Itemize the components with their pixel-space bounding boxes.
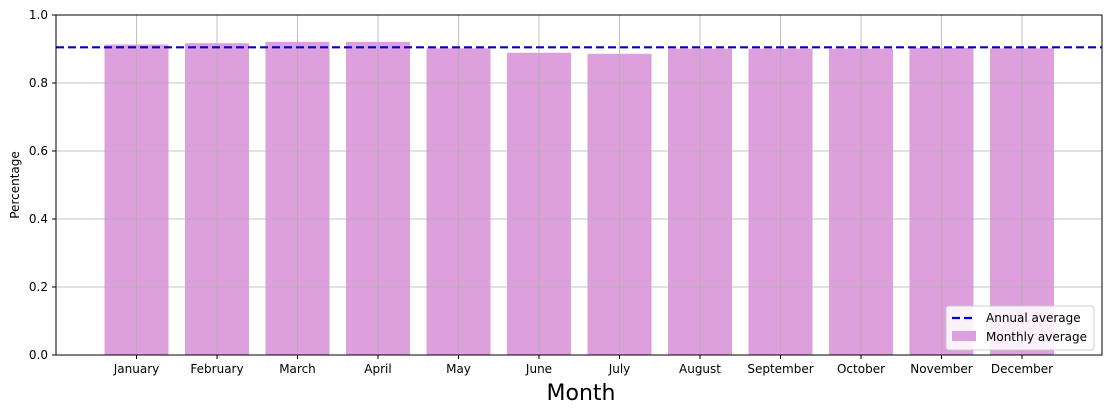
legend-label-monthly-average: Monthly average [986, 330, 1087, 344]
y-axis-title: Percentage [8, 151, 22, 219]
bars [104, 41, 1054, 356]
legend-box [945, 305, 1095, 351]
x-tick-label-november: November [910, 362, 972, 376]
x-tick-label-october: October [837, 362, 885, 376]
x-tick-label-december: December [991, 362, 1053, 376]
y-tick-label: 0.0 [29, 348, 48, 362]
x-tick-label-august: August [679, 362, 721, 376]
legend-label-annual-average: Annual average [986, 311, 1081, 325]
x-tick-label-april: April [364, 362, 391, 376]
x-tick-label-june: June [525, 362, 552, 376]
y-tick-label: 0.4 [29, 212, 48, 226]
x-tick-label-march: March [279, 362, 316, 376]
x-axis-title: Month [547, 381, 616, 406]
y-tick-label: 1.0 [29, 8, 48, 22]
x-tick-label-july: July [608, 362, 631, 376]
x-tick-label-january: January [113, 362, 160, 376]
grid-overlay [56, 15, 1102, 355]
y-tick-label: 0.2 [29, 280, 48, 294]
y-axis-ticks: 0.0 0.2 0.4 0.6 0.8 1.0 [29, 8, 56, 362]
plot-frame [55, 14, 1103, 356]
y-tick-label: 0.8 [29, 76, 48, 90]
legend-swatch-monthly-average [952, 331, 976, 341]
legend: Annual average Monthly average [945, 305, 1095, 351]
x-axis-ticks: January February March April May June July Augu… [113, 355, 1053, 376]
x-tick-label-february: February [190, 362, 243, 376]
y-tick-label: 0.6 [29, 144, 48, 158]
x-tick-label-may: May [446, 362, 471, 376]
x-tick-label-september: September [747, 362, 813, 376]
